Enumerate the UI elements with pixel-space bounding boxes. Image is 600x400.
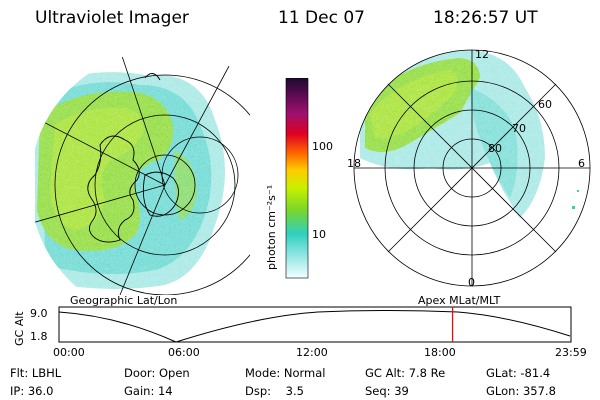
mlt-label-0: 0 <box>468 276 475 289</box>
mode-status: Mode: Normal <box>245 366 326 380</box>
gain-status: Gain: 14 <box>124 384 173 398</box>
colorbar-label: photon cm⁻²s⁻¹ <box>265 184 278 270</box>
apex-caption: Apex MLat/MLT <box>418 294 501 307</box>
filter-status: Flt: LBHL <box>10 366 62 380</box>
door-status: Door: Open <box>124 366 190 380</box>
seq-status: Seq: 39 <box>365 384 409 398</box>
time-label: 18:26:57 UT <box>433 8 538 28</box>
altitude-tick-high: 9.0 <box>30 307 48 320</box>
instrument-title: Ultraviolet Imager <box>35 8 189 28</box>
glon-status: GLon: 357.8 <box>486 384 556 398</box>
time-tick-0600: 06:00 <box>168 346 200 359</box>
time-tick-1200: 12:00 <box>296 346 328 359</box>
altitude-axis-label: GC Alt <box>13 311 26 346</box>
mlt-label-18: 18 <box>347 157 361 170</box>
time-tick-2359: 23:59 <box>555 346 587 359</box>
time-tick-1800: 18:00 <box>424 346 456 359</box>
glat-status: GLat: -81.4 <box>486 366 551 380</box>
mlat-label-80: 80 <box>488 142 502 155</box>
altitude-plot <box>58 306 572 343</box>
altitude-tick-low: 1.8 <box>30 330 48 343</box>
ip-status: IP: 36.0 <box>10 384 54 398</box>
mlt-label-6: 6 <box>578 157 585 170</box>
time-tick-0000: 00:00 <box>53 346 85 359</box>
colorbar-tick-100: 100 <box>312 140 333 153</box>
dsp-status: Dsp: 3.5 <box>245 384 304 398</box>
colorbar <box>285 78 309 279</box>
magnetic-polar-plot <box>353 49 591 287</box>
mlat-label-60: 60 <box>538 98 552 111</box>
colorbar-tick-10: 10 <box>312 228 326 241</box>
geographic-image <box>30 50 250 295</box>
mlt-label-12: 12 <box>475 48 489 61</box>
gc-alt-status: GC Alt: 7.8 Re <box>365 366 446 380</box>
date-label: 11 Dec 07 <box>278 8 365 28</box>
geographic-caption: Geographic Lat/Lon <box>70 294 178 307</box>
mlat-label-70: 70 <box>512 122 526 135</box>
